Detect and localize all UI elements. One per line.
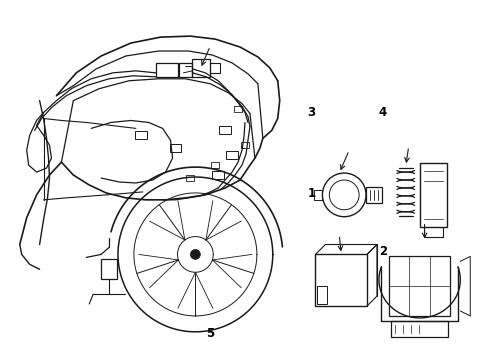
Text: 5: 5 <box>206 327 214 340</box>
Bar <box>241 142 248 148</box>
Text: 4: 4 <box>378 105 386 119</box>
Bar <box>390 321 447 337</box>
Text: 3: 3 <box>307 105 315 119</box>
Bar <box>101 260 117 279</box>
Bar <box>388 256 449 316</box>
Bar <box>210 63 220 73</box>
Bar <box>135 131 146 139</box>
Bar <box>155 63 177 77</box>
Bar <box>419 163 447 227</box>
Bar <box>314 190 322 200</box>
Bar <box>169 144 181 152</box>
Bar <box>186 175 194 181</box>
Bar <box>192 59 210 77</box>
Bar <box>315 255 366 306</box>
Bar <box>225 151 238 159</box>
Bar <box>178 63 192 77</box>
Text: 1: 1 <box>307 187 315 200</box>
Bar <box>212 171 224 179</box>
Bar <box>317 286 326 304</box>
Circle shape <box>190 249 200 260</box>
Text: 2: 2 <box>378 245 386 258</box>
Bar <box>211 162 219 168</box>
Bar <box>219 126 231 134</box>
Bar <box>234 105 242 112</box>
Bar <box>366 187 381 203</box>
